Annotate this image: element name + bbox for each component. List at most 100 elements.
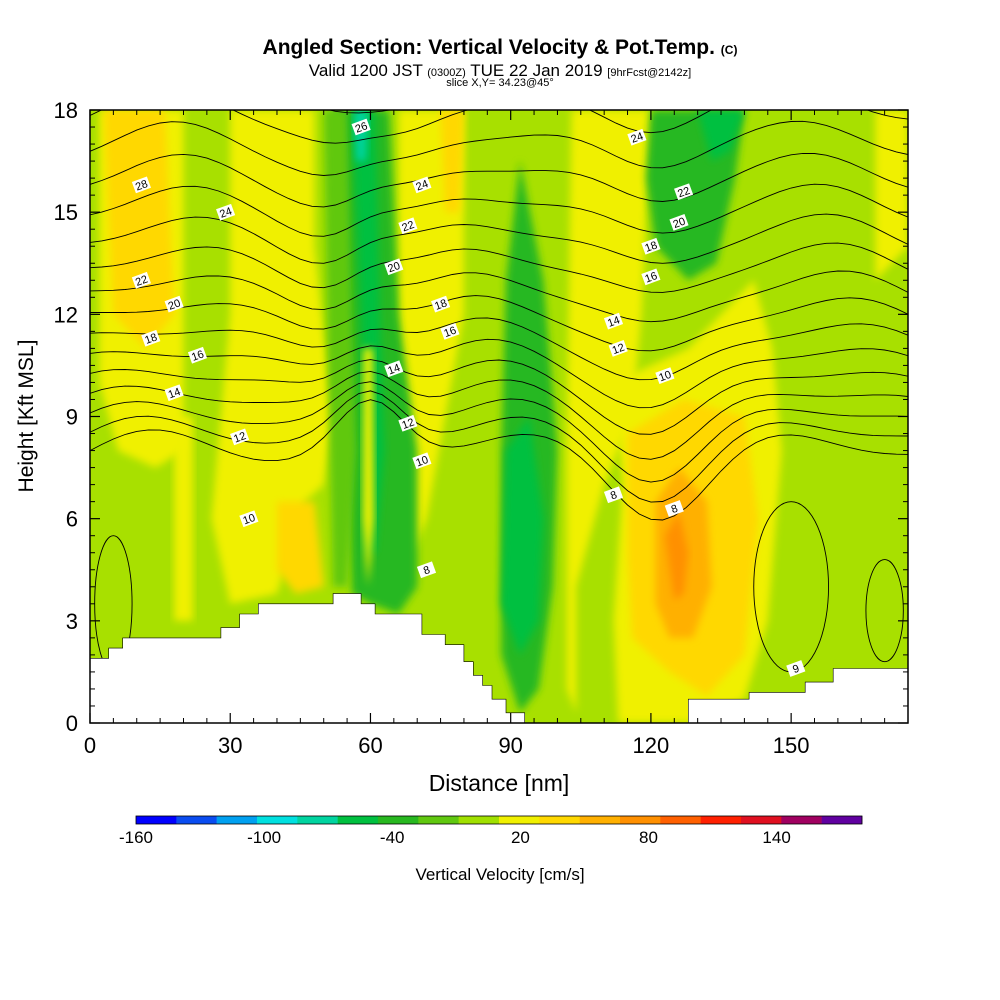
velocity-region — [323, 110, 357, 587]
velocity-region — [697, 110, 745, 162]
theta-label-text: 18 — [433, 297, 449, 312]
theta-label: 9 — [786, 660, 806, 677]
theta-label-text: 8 — [670, 503, 680, 516]
theta-label: 10 — [655, 367, 675, 384]
theta-label-box — [131, 176, 151, 194]
x-tick-label: 0 — [84, 733, 96, 758]
theta-label-box — [239, 510, 259, 528]
theta-label-text: 8 — [422, 564, 432, 577]
slice-info: slice X,Y= 34.23@45° — [446, 77, 554, 89]
chart-title: Angled Section: Vertical Velocity & Pot.… — [0, 36, 1000, 60]
x-tick-label: 150 — [773, 733, 810, 758]
theta-contour-line — [90, 0, 908, 6]
theta-label: 14 — [603, 312, 624, 330]
theta-label-box — [351, 118, 371, 136]
theta-label: 24 — [216, 203, 236, 221]
theta-label: 26 — [351, 118, 371, 136]
theta-label-text: 8 — [609, 489, 619, 502]
y-tick-label: 12 — [54, 302, 78, 327]
theta-label-text: 22 — [676, 185, 692, 200]
theta-label-text: 20 — [167, 297, 183, 312]
colorbar-swatch — [741, 816, 782, 824]
theta-label-box — [398, 217, 418, 235]
theta-label: 12 — [398, 414, 418, 432]
theta-label: 10 — [412, 452, 432, 470]
colorbar-tick-label: 80 — [639, 828, 658, 847]
theta-contour-line — [90, 390, 908, 503]
colorbar-tick-label: 140 — [762, 828, 790, 847]
theta-label-text: 20 — [672, 216, 688, 231]
theta-label-box — [164, 295, 184, 313]
theta-label: 22 — [398, 217, 418, 235]
theta-label-text: 12 — [611, 342, 627, 357]
theta-label-text: 20 — [386, 260, 402, 275]
x-tick-label: 30 — [218, 733, 242, 758]
velocity-region — [351, 110, 385, 553]
theta-contour-loop — [865, 559, 904, 663]
theta-label: 24 — [627, 128, 647, 146]
theta-label-text: 24 — [218, 205, 234, 220]
theta-label: 8 — [603, 486, 624, 504]
colorbar-swatch — [297, 816, 338, 824]
theta-contour-line — [90, 370, 908, 460]
colorbar-tick-label: -160 — [119, 828, 153, 847]
theta-label-text: 22 — [400, 219, 416, 234]
colorbar: -160 -100 -40 20 80 140 — [119, 815, 863, 847]
theta-label: 16 — [440, 323, 460, 340]
forecast-info: [9hrFcst@2142z] — [607, 67, 692, 79]
colorbar-swatch — [499, 816, 540, 824]
colorbar-swatch — [458, 816, 500, 824]
theta-label-box — [786, 660, 806, 677]
y-tick-label: 9 — [66, 405, 78, 430]
theta-label: 22 — [131, 271, 151, 289]
y-tick-label: 15 — [54, 200, 78, 225]
colorbar-swatch — [257, 816, 298, 824]
x-tick-label: 90 — [498, 733, 522, 758]
theta-label: 18 — [641, 237, 661, 255]
theta-label-box — [655, 367, 675, 384]
theta-contour-line — [90, 317, 908, 381]
terrain-mask — [90, 593, 908, 723]
theta-label-text: 10 — [657, 369, 673, 384]
theta-label-text: 14 — [167, 386, 183, 401]
colorbar-label: Vertical Velocity [cm/s] — [415, 865, 584, 884]
velocity-region — [501, 416, 544, 655]
theta-label-text: 14 — [606, 314, 622, 329]
theta-label-text: 14 — [386, 362, 402, 377]
theta-label: 8 — [416, 561, 437, 579]
theta-label-box — [603, 312, 624, 330]
theta-label-box — [141, 329, 161, 347]
theta-contour-line — [90, 295, 908, 352]
y-axis-label: Height [Kft MSL] — [15, 340, 38, 493]
theta-label-text: 16 — [643, 270, 659, 285]
theta-label-box — [384, 360, 404, 378]
x-axis-label: Distance [nm] — [429, 770, 570, 796]
valid-date: TUE 22 Jan 2019 — [470, 61, 603, 80]
theta-label-text: 26 — [354, 120, 370, 135]
theta-label-text: 18 — [143, 331, 159, 346]
theta-label-text: 12 — [232, 430, 248, 445]
colorbar-swatch — [539, 816, 580, 824]
theta-contour-line — [90, 213, 908, 264]
theta-contour-line — [90, 120, 908, 176]
x-axis: 0 30 60 90 120 150 — [84, 110, 886, 758]
theta-label-box — [412, 452, 432, 470]
theta-label-text: 28 — [134, 178, 150, 193]
theta-label: 22 — [674, 183, 694, 200]
theta-label-text: 18 — [643, 239, 659, 254]
velocity-region — [354, 110, 369, 162]
theta-contour-line — [90, 381, 908, 483]
theta-contour-line — [90, 338, 908, 409]
theta-label-text: 22 — [134, 274, 150, 289]
colorbar-swatch — [337, 816, 379, 824]
colorbar-swatch — [579, 816, 621, 824]
colorbar-swatch — [620, 816, 661, 824]
theta-label: 14 — [384, 360, 404, 378]
valid-utc: (0300Z) — [427, 67, 466, 79]
theta-contour-line — [90, 399, 908, 521]
theta-contour-line — [90, 242, 908, 293]
theta-label-box — [664, 500, 684, 517]
theta-label-box — [384, 258, 404, 276]
theta-label: 8 — [664, 500, 684, 517]
